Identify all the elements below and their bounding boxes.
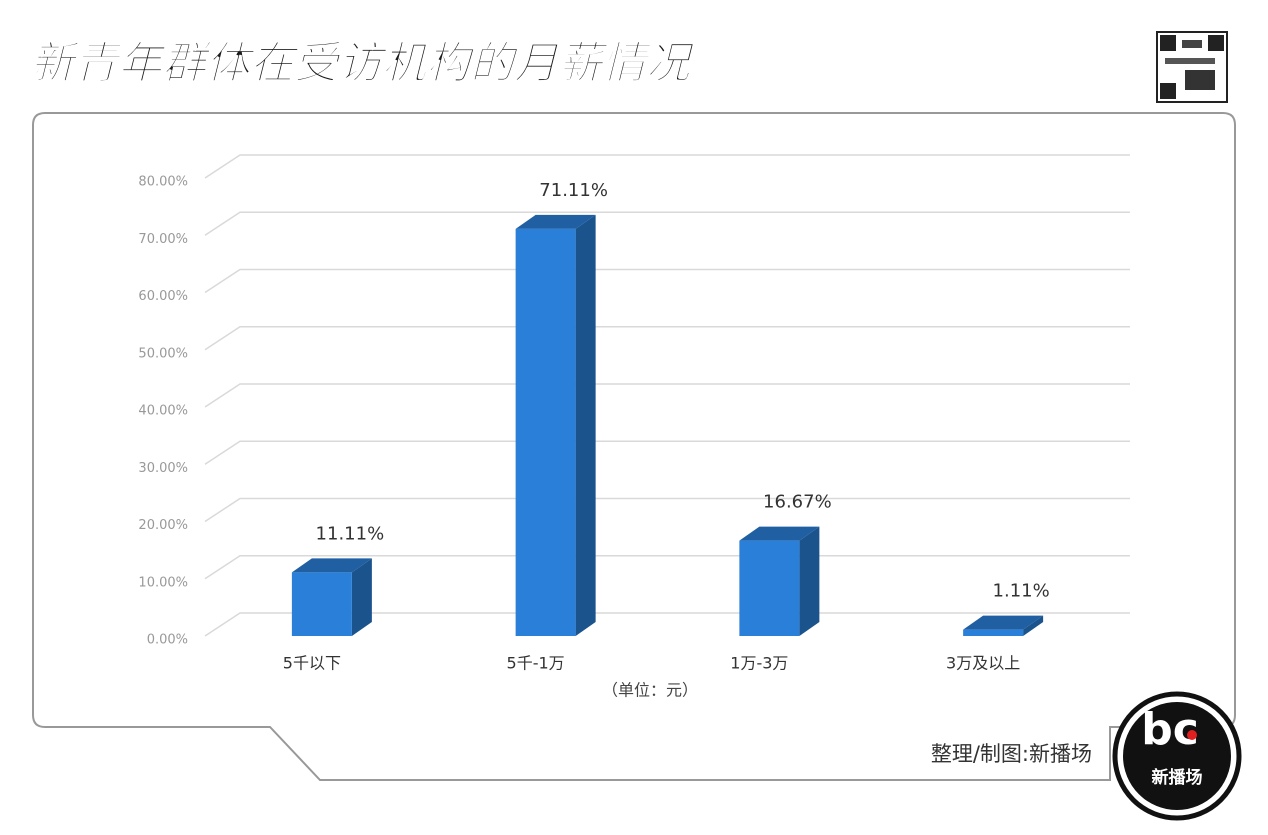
logo: bc	[1112, 691, 1242, 821]
source: 整理/制图:新播场	[931, 742, 1092, 766]
y-tick-label: 50.00%	[138, 346, 188, 361]
y-tick-label: 30.00%	[138, 461, 188, 476]
svg-text:bc: bc	[1141, 704, 1199, 755]
bar-face	[799, 526, 820, 636]
x-tick-label: 5千-1万	[507, 654, 565, 673]
x-tick-label: 1万-3万	[730, 654, 788, 673]
bar-face	[515, 214, 596, 229]
y-tick-label: 20.00%	[138, 518, 188, 533]
grid-line	[204, 440, 1130, 465]
grid-line	[204, 268, 1130, 294]
qr-code	[1156, 31, 1228, 103]
value-label: 16.67%	[763, 492, 832, 513]
value-label: 11.11%	[316, 523, 385, 544]
x-tick-label: 5千以下	[283, 654, 341, 673]
bar-face	[515, 228, 576, 636]
grid-line	[204, 154, 1130, 179]
chart-title: 新青年群体在受访机构的月薪情况	[30, 38, 696, 89]
bar-face	[351, 558, 372, 636]
bar	[291, 558, 372, 636]
y-tick-label: 40.00%	[138, 404, 188, 419]
bar-face	[291, 558, 372, 573]
grid-line	[204, 326, 1130, 351]
logo-text: 新播场	[1152, 767, 1203, 788]
x-axis-label: （单位：元）	[602, 681, 698, 700]
grid-line	[204, 383, 1130, 408]
bar-face	[963, 615, 1044, 630]
grid-line	[204, 612, 1130, 637]
bar-face	[1023, 615, 1044, 636]
grid-line	[204, 211, 1130, 236]
grid-line	[204, 555, 1130, 580]
bar	[963, 615, 1044, 636]
y-tick-label: 0.00%	[147, 633, 188, 648]
bar	[739, 526, 820, 636]
grid-line	[204, 497, 1130, 523]
y-tick-label: 80.00%	[138, 175, 188, 190]
bar-face	[291, 572, 352, 636]
bar	[515, 214, 596, 636]
bar-face	[739, 540, 800, 636]
bar-face	[739, 526, 820, 541]
y-tick-label: 70.00%	[138, 232, 188, 247]
bar-face	[963, 629, 1024, 636]
y-tick-label: 60.00%	[138, 289, 188, 304]
value-label: 1.11%	[993, 581, 1050, 602]
bar-face	[575, 214, 596, 636]
value-label: 71.11%	[539, 180, 608, 201]
x-tick-label: 3万及以上	[946, 654, 1020, 673]
y-tick-label: 10.00%	[138, 575, 188, 590]
